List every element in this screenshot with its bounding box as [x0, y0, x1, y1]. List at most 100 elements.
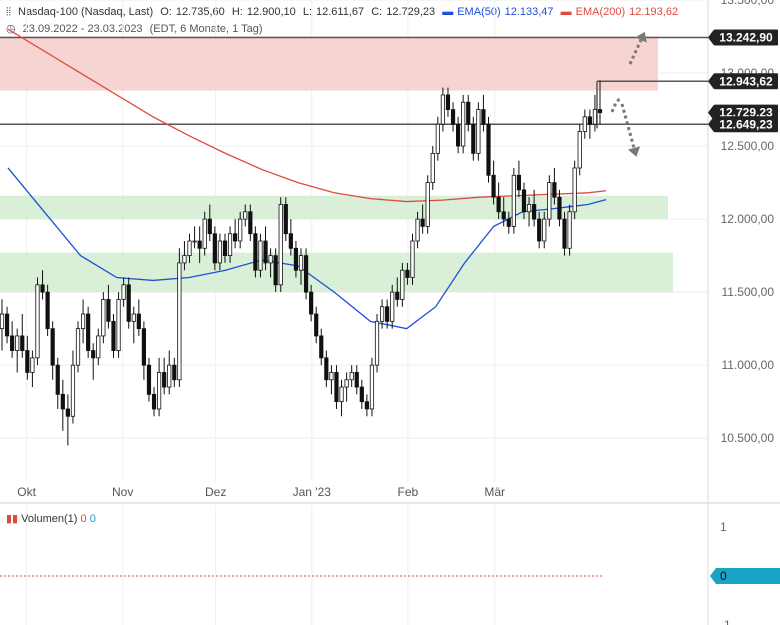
- candle-body: [96, 335, 101, 359]
- candle: [70, 350, 76, 424]
- candle-body: [50, 328, 55, 366]
- price-label-text: 13.242,90: [719, 31, 773, 45]
- y-tick-label: 10.500,00: [721, 431, 775, 445]
- candle: [288, 219, 293, 256]
- candle: [562, 211, 567, 256]
- candle-body: [364, 401, 369, 410]
- price-label-arrow: [708, 104, 714, 121]
- candle-body: [80, 313, 86, 330]
- candle-body: [65, 408, 70, 417]
- candle: [4, 306, 10, 344]
- candle: [501, 197, 506, 227]
- ema50-swatch-icon: ▬: [442, 6, 454, 18]
- candle: [405, 262, 410, 285]
- candle-body: [167, 364, 172, 388]
- candle: [369, 357, 375, 417]
- low-value: 12.611,67: [316, 6, 365, 18]
- ema50-line: [7, 167, 607, 330]
- ema50-label[interactable]: EMA(50): [457, 6, 501, 18]
- date-range: 23.09.2022 - 23.03.2023: [22, 23, 143, 35]
- candle: [0, 299, 5, 351]
- candle: [91, 343, 96, 380]
- candle-body: [425, 182, 430, 227]
- ema50-value: 12.133,47: [504, 6, 554, 18]
- candle-body: [420, 218, 425, 227]
- candle-body: [177, 262, 182, 381]
- candle: [420, 204, 425, 234]
- candle: [511, 167, 516, 234]
- candle: [516, 160, 522, 198]
- candle: [379, 299, 385, 329]
- price-label-arrow: [708, 73, 714, 90]
- arrow-shaft: [628, 39, 643, 65]
- candle-body: [197, 240, 202, 249]
- ema200-line: [7, 28, 607, 203]
- candle: [293, 241, 299, 278]
- price-label-badge: 12.649,23: [708, 116, 778, 133]
- y-tick-label: 13.500,00: [721, 0, 775, 7]
- candle-body: [537, 218, 542, 242]
- price-label-arrow: [708, 29, 714, 46]
- candle: [157, 357, 162, 417]
- candle-body: [390, 291, 395, 322]
- candle-body: [288, 233, 293, 249]
- candle-body: [151, 393, 157, 410]
- candle: [506, 211, 511, 234]
- candle-body: [293, 247, 299, 271]
- candle-body: [410, 240, 415, 278]
- candle: [253, 226, 258, 278]
- candle-body: [395, 291, 400, 300]
- candle-body: [60, 393, 65, 410]
- candle-body: [25, 350, 30, 373]
- candle-body: [582, 116, 587, 132]
- candle-body: [126, 284, 131, 322]
- candle-body: [248, 211, 253, 235]
- candle-body: [70, 364, 76, 417]
- candle: [248, 204, 253, 241]
- candle: [471, 116, 476, 161]
- candle-body: [324, 357, 329, 381]
- instrument-name: Nasdaq-100 (Nasdaq, Last): [18, 6, 154, 18]
- candle: [466, 94, 471, 132]
- volume-header: ▮▮ Volumen(1) 0 0: [6, 512, 96, 525]
- candle: [582, 109, 587, 139]
- scenario-down-arrow: [620, 103, 641, 157]
- candle-body: [253, 233, 258, 271]
- candle-body: [456, 123, 461, 147]
- volume-label[interactable]: Volumen(1): [21, 513, 78, 525]
- arrow-head: [627, 146, 641, 157]
- arrow-shaft: [620, 103, 636, 149]
- clock-icon: ◷: [6, 23, 16, 35]
- candle-body: [496, 196, 501, 213]
- candle-body: [40, 284, 45, 293]
- price-label-badge: 13.242,90: [708, 29, 778, 46]
- candle: [374, 314, 380, 373]
- candle: [319, 328, 324, 366]
- candle: [141, 321, 146, 380]
- candle: [344, 372, 349, 402]
- support-zone: [0, 195, 668, 220]
- close-label: C:: [371, 6, 383, 18]
- candle: [552, 167, 557, 205]
- candle-body: [227, 233, 233, 257]
- candle: [278, 197, 283, 293]
- ema200-label[interactable]: EMA(200): [575, 6, 626, 18]
- candle: [10, 321, 15, 358]
- candle-body: [146, 364, 152, 395]
- candle: [547, 175, 552, 227]
- candle-body: [481, 109, 486, 125]
- candle: [450, 102, 456, 132]
- candle-body: [557, 196, 562, 220]
- candlestick-icon: ⦙⦙: [6, 6, 11, 18]
- candle: [587, 109, 592, 139]
- candle: [207, 204, 212, 241]
- candle: [167, 350, 172, 395]
- candle: [435, 116, 440, 161]
- price-label-arrow: [708, 116, 714, 133]
- candle-body: [75, 328, 81, 366]
- candle-body: [309, 291, 314, 315]
- candle: [521, 182, 527, 220]
- candle: [283, 197, 288, 241]
- candle: [96, 328, 101, 366]
